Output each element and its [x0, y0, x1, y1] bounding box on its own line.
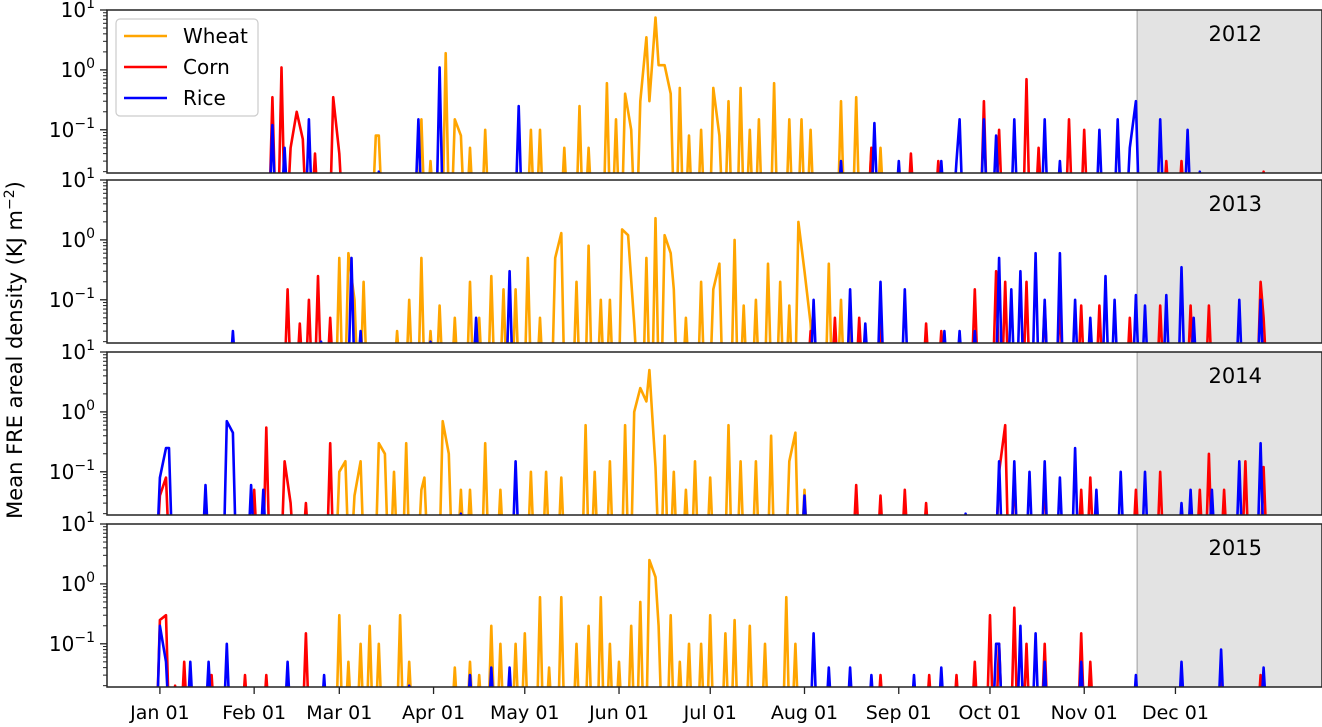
shaded-region	[1137, 524, 1322, 687]
y-tick-base: 10	[61, 572, 86, 596]
x-tick-label: Jan 01	[129, 702, 190, 723]
legend-label-rice: Rice	[183, 86, 226, 110]
x-tick-label: Sep 01	[866, 702, 932, 723]
legend-box	[115, 18, 259, 117]
y-tick-exp: −1	[74, 458, 95, 474]
y-tick-label: 100	[61, 570, 95, 596]
y-tick-exp: −1	[74, 630, 95, 646]
y-tick-label: 101	[61, 0, 95, 22]
y-tick-label: 100	[61, 398, 95, 424]
y-tick-exp: −1	[74, 286, 95, 302]
y-tick-base: 10	[61, 512, 86, 536]
series-line-corn	[284, 269, 1267, 343]
series-line-rice	[230, 251, 1264, 343]
legend-label-corn: Corn	[183, 55, 230, 79]
y-tick-exp: 1	[86, 510, 95, 526]
series-line-rice	[269, 66, 1202, 173]
y-tick-exp: 0	[86, 398, 95, 414]
series-line-wheat	[336, 368, 808, 515]
y-tick-exp: 1	[86, 338, 95, 354]
y-axis-label-sup: −2	[2, 189, 18, 210]
y-tick-label: 10−1	[49, 116, 95, 142]
y-tick-base: 10	[49, 460, 74, 484]
x-tick-label: Aug 01	[771, 702, 838, 723]
x-axis: Jan 01 Feb 01 Mar 01 Apr 01 May 01 Jun 01 Jul …	[129, 687, 1209, 724]
y-tick-base: 10	[61, 168, 86, 192]
y-tick-label: 101	[61, 510, 95, 536]
series-group	[269, 16, 1266, 173]
series-line-wheat	[335, 216, 853, 343]
panel-frame	[106, 9, 1322, 174]
year-label: 2014	[1209, 364, 1262, 388]
x-tick-label: Nov 01	[1051, 702, 1118, 723]
y-tick-base: 10	[61, 58, 86, 82]
series-line-rice	[156, 624, 1267, 687]
x-tick-label: Mar 01	[306, 702, 372, 723]
y-tick-exp: 1	[86, 166, 95, 182]
year-label: 2015	[1209, 536, 1262, 560]
y-tick-base: 10	[61, 0, 86, 22]
x-tick-label: Dec 01	[1142, 702, 1209, 723]
y-tick-exp: 0	[86, 570, 95, 586]
shaded-region	[1137, 352, 1322, 515]
series-line-wheat	[335, 558, 799, 687]
shaded-region	[1137, 10, 1322, 173]
x-tick-label: Jun 01	[588, 702, 649, 723]
y-tick-exp: 1	[86, 0, 95, 12]
panel-frame	[106, 179, 1322, 344]
series-line-wheat	[372, 16, 884, 173]
y-tick-base: 10	[61, 228, 86, 252]
year-label: 2013	[1209, 192, 1262, 216]
y-tick-label: 10−1	[49, 286, 95, 312]
y-tick-exp: −1	[74, 116, 95, 132]
y-axis-label-close: )	[3, 181, 27, 189]
series-group	[157, 368, 1267, 515]
y-tick-label: 101	[61, 338, 95, 364]
year-label: 2012	[1209, 22, 1262, 46]
x-tick-label: Jul 01	[683, 702, 737, 723]
y-axis-label-text: Mean FRE areal density (KJ m	[3, 210, 27, 519]
y-tick-label: 100	[61, 56, 95, 82]
legend-label-wheat: Wheat	[183, 24, 248, 48]
series-group	[230, 216, 1267, 343]
x-tick-label: Feb 01	[222, 702, 286, 723]
series-line-corn	[269, 66, 1266, 173]
y-tick-label: 101	[61, 166, 95, 192]
y-tick-exp: 0	[86, 226, 95, 242]
x-tick-label: Apr 01	[402, 702, 465, 723]
panels: 10110010−1201210110010−1201310110010−120…	[49, 0, 1322, 688]
y-tick-label: 10−1	[49, 630, 95, 656]
y-tick-exp: 0	[86, 56, 95, 72]
x-tick-label: Oct 01	[958, 702, 1021, 723]
y-tick-base: 10	[49, 118, 74, 142]
y-axis-label: Mean FRE areal density (KJ m−2)	[2, 181, 27, 519]
y-tick-base: 10	[49, 288, 74, 312]
x-tick-label: May 01	[490, 702, 560, 723]
y-tick-label: 10−1	[49, 458, 95, 484]
y-tick-base: 10	[61, 340, 86, 364]
series-group	[156, 558, 1267, 687]
y-tick-base: 10	[49, 632, 74, 656]
y-tick-base: 10	[61, 400, 86, 424]
panel-frame	[106, 523, 1322, 688]
panel-frame	[106, 351, 1322, 516]
legend: Wheat Corn Rice	[115, 18, 259, 117]
y-tick-label: 100	[61, 226, 95, 252]
